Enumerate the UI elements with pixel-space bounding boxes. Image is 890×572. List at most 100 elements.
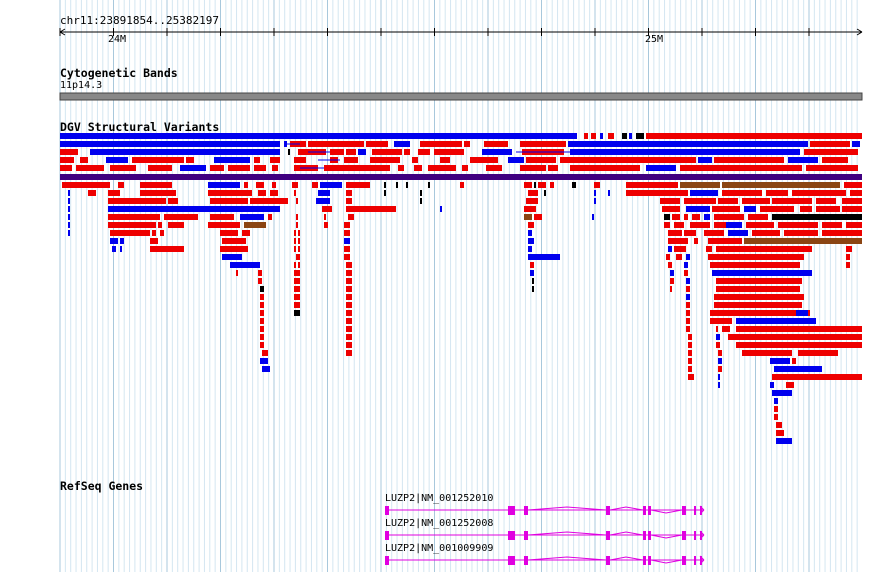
- gene-label[interactable]: LUZP2|NM_001009909: [385, 543, 494, 554]
- variant-bar: [384, 182, 386, 188]
- variant-bar: [110, 230, 150, 236]
- variant-bar: [688, 334, 692, 340]
- variant-bar: [714, 294, 804, 300]
- variant-bar: [524, 206, 536, 212]
- variant-bar: [674, 222, 684, 228]
- variant-bar: [346, 294, 352, 300]
- gene-intron-chevron: [650, 534, 683, 539]
- gene-intron-chevron: [609, 506, 644, 511]
- variant-bar: [528, 238, 534, 244]
- variant-bar: [148, 165, 172, 171]
- variant-bar: [686, 318, 690, 324]
- variant-bar: [530, 270, 534, 276]
- locus-label: chr11:23891854..25382197: [60, 14, 219, 27]
- variant-bar: [420, 190, 422, 196]
- variant-bar: [776, 430, 784, 436]
- variant-bar: [384, 190, 386, 196]
- variant-bar: [158, 222, 162, 228]
- variant-bar: [718, 198, 738, 204]
- variant-bar: [704, 230, 724, 236]
- variant-bar: [792, 190, 846, 196]
- variant-bar: [842, 206, 862, 212]
- variant-bar: [398, 165, 404, 171]
- variant-bar: [744, 238, 862, 244]
- variant-bar: [626, 190, 688, 196]
- variant-bar: [262, 366, 270, 372]
- variant-bar: [346, 262, 352, 268]
- gene-label[interactable]: LUZP2|NM_001252008: [385, 518, 494, 529]
- variant-bar: [534, 214, 542, 220]
- variant-bar: [110, 238, 118, 244]
- variant-bar: [690, 222, 710, 228]
- variant-bar: [294, 246, 296, 252]
- variant-bar: [250, 198, 256, 204]
- variant-bar: [434, 149, 464, 155]
- variant-bar: [428, 165, 456, 171]
- variant-bar: [324, 214, 326, 220]
- dgv-track-title: DGV Structural Variants: [60, 120, 220, 134]
- dgv-merged-bar: [60, 174, 862, 180]
- variant-bar: [850, 190, 862, 196]
- variant-bar: [68, 198, 70, 204]
- variant-bar: [718, 350, 722, 356]
- variant-bar: [710, 310, 810, 316]
- variant-bar: [260, 302, 264, 308]
- gene-exon: [648, 506, 651, 515]
- variant-bar: [684, 214, 688, 220]
- variant-bar: [256, 198, 288, 204]
- variant-bar: [150, 238, 158, 244]
- variant-bar: [530, 262, 534, 268]
- variant-bar: [591, 133, 596, 139]
- variant-bar: [686, 326, 690, 332]
- variant-bar: [346, 182, 354, 188]
- variant-bar: [680, 182, 720, 188]
- variant-bar: [670, 278, 674, 284]
- position-ruler[interactable]: [0, 0, 890, 60]
- gene-exon: [648, 531, 651, 540]
- variant-bar: [668, 238, 688, 244]
- variant-bar: [774, 398, 778, 404]
- variant-bar: [270, 157, 280, 163]
- variant-bar: [524, 214, 532, 220]
- variant-bar: [686, 302, 690, 308]
- variant-bar: [852, 141, 860, 147]
- variant-bar: [798, 350, 838, 356]
- variant-bar: [752, 230, 780, 236]
- variant-bar: [346, 206, 396, 212]
- cytoband-bar: [59, 92, 863, 101]
- variant-bar: [236, 270, 238, 276]
- variant-bar: [260, 318, 264, 324]
- gene-label[interactable]: LUZP2|NM_001252010: [385, 493, 494, 504]
- variant-bar: [346, 190, 352, 196]
- variant-bar: [526, 157, 556, 163]
- variant-bar: [294, 190, 296, 196]
- variant-bar: [68, 206, 70, 212]
- variant-bar: [748, 214, 768, 220]
- variant-bar: [688, 350, 692, 356]
- variant-bar: [254, 157, 260, 163]
- variant-bar: [298, 262, 300, 268]
- variant-bar: [168, 198, 178, 204]
- variant-bar: [742, 350, 792, 356]
- variant-bar: [294, 238, 296, 244]
- gene-strand-arrow: [699, 505, 705, 515]
- variant-bar: [296, 222, 298, 228]
- variant-bar: [534, 182, 536, 188]
- variant-bar: [318, 190, 330, 196]
- variant-bar: [260, 310, 264, 316]
- variant-bar: [344, 246, 350, 252]
- variant-bar: [712, 270, 812, 276]
- variant-bar: [688, 366, 692, 372]
- variant-bar: [404, 149, 410, 155]
- variant-bar: [686, 206, 710, 212]
- variant-bar: [629, 133, 632, 139]
- variant-bar: [572, 182, 576, 188]
- variant-bar: [772, 198, 812, 204]
- variant-bar: [260, 334, 264, 340]
- variant-bar: [270, 190, 278, 196]
- variant-bar: [674, 246, 686, 252]
- variant-bar: [528, 254, 560, 260]
- variant-bar: [324, 165, 390, 171]
